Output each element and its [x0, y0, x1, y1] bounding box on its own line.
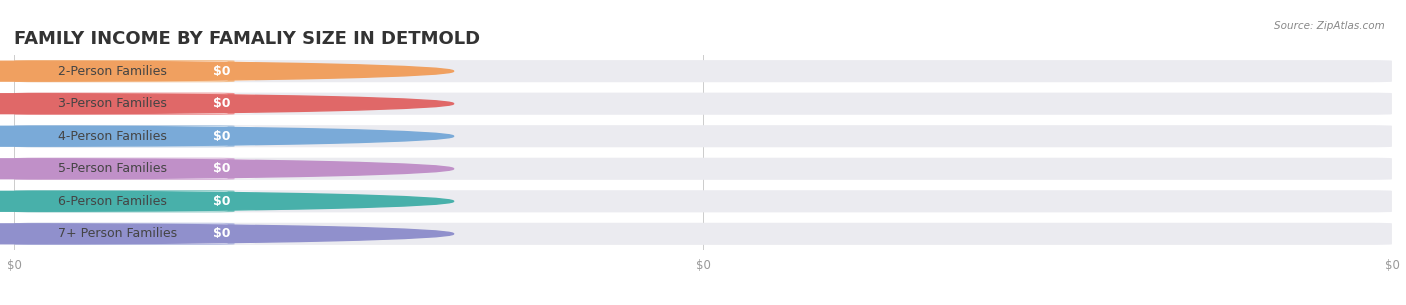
FancyBboxPatch shape [48, 126, 228, 146]
Text: 2-Person Families: 2-Person Families [58, 65, 167, 78]
FancyBboxPatch shape [14, 223, 235, 245]
FancyBboxPatch shape [48, 191, 228, 211]
FancyBboxPatch shape [14, 93, 235, 115]
Circle shape [0, 191, 454, 211]
FancyBboxPatch shape [14, 60, 235, 82]
FancyBboxPatch shape [14, 190, 235, 212]
FancyBboxPatch shape [14, 223, 1392, 245]
Circle shape [0, 224, 454, 244]
FancyBboxPatch shape [14, 125, 1392, 147]
FancyBboxPatch shape [14, 158, 235, 180]
Text: $0: $0 [212, 65, 231, 78]
Text: $0: $0 [212, 195, 231, 208]
Text: 4-Person Families: 4-Person Families [58, 130, 167, 143]
FancyBboxPatch shape [48, 159, 228, 179]
FancyBboxPatch shape [48, 127, 256, 146]
FancyBboxPatch shape [48, 94, 256, 113]
Text: 7+ Person Families: 7+ Person Families [58, 227, 177, 240]
Circle shape [0, 126, 454, 146]
Text: 6-Person Families: 6-Person Families [58, 195, 167, 208]
Text: 3-Person Families: 3-Person Families [58, 97, 167, 110]
FancyBboxPatch shape [48, 224, 228, 244]
Text: $0: $0 [212, 130, 231, 143]
FancyBboxPatch shape [48, 94, 228, 114]
Circle shape [0, 61, 454, 81]
FancyBboxPatch shape [14, 158, 1392, 180]
Circle shape [0, 159, 454, 179]
FancyBboxPatch shape [48, 192, 256, 211]
Circle shape [0, 94, 454, 114]
FancyBboxPatch shape [14, 60, 1392, 82]
FancyBboxPatch shape [48, 61, 256, 81]
FancyBboxPatch shape [14, 93, 1392, 115]
FancyBboxPatch shape [48, 159, 256, 178]
Text: $0: $0 [212, 227, 231, 240]
Text: $0: $0 [212, 162, 231, 175]
Text: FAMILY INCOME BY FAMALIY SIZE IN DETMOLD: FAMILY INCOME BY FAMALIY SIZE IN DETMOLD [14, 30, 481, 48]
Text: Source: ZipAtlas.com: Source: ZipAtlas.com [1274, 21, 1385, 31]
FancyBboxPatch shape [48, 224, 256, 244]
FancyBboxPatch shape [14, 190, 1392, 212]
FancyBboxPatch shape [48, 61, 228, 81]
FancyBboxPatch shape [14, 125, 235, 147]
Text: 5-Person Families: 5-Person Families [58, 162, 167, 175]
Text: $0: $0 [212, 97, 231, 110]
